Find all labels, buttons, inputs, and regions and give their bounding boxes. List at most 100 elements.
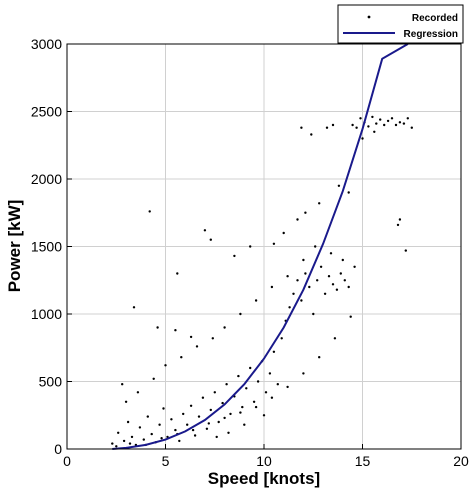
recorded-point — [286, 275, 289, 278]
y-tick-label: 2500 — [31, 104, 62, 120]
recorded-point — [124, 400, 128, 403]
recorded-point — [209, 408, 212, 412]
recorded-point — [239, 312, 242, 316]
recorded-point — [327, 275, 331, 278]
y-tick-label: 3000 — [31, 36, 62, 52]
recorded-point — [310, 133, 313, 136]
recorded-point — [394, 123, 398, 127]
recorded-point — [262, 414, 266, 417]
recorded-point — [351, 123, 354, 127]
recorded-point — [355, 126, 358, 129]
recorded-point — [398, 218, 402, 221]
recorded-point — [111, 442, 114, 445]
recorded-point — [331, 123, 335, 127]
recorded-point — [341, 258, 344, 262]
recorded-point — [302, 258, 305, 262]
recorded-point — [256, 380, 260, 383]
recorded-point — [304, 211, 307, 214]
recorded-point — [217, 420, 220, 424]
recorded-point — [132, 306, 136, 309]
recorded-point — [170, 418, 173, 421]
recorded-point — [142, 438, 145, 441]
recorded-point — [193, 434, 197, 437]
recorded-point — [325, 126, 329, 129]
recorded-point — [174, 329, 177, 332]
recorded-point — [406, 117, 409, 120]
recorded-point — [122, 439, 126, 443]
recorded-point — [215, 435, 218, 439]
recorded-point — [223, 326, 226, 329]
recorded-point — [225, 383, 228, 386]
recorded-point — [390, 117, 394, 120]
recorded-point — [318, 356, 321, 359]
recorded-point — [373, 130, 376, 133]
recorded-point — [300, 299, 303, 302]
recorded-point — [254, 299, 258, 302]
recorded-point — [249, 366, 252, 370]
recorded-point — [272, 350, 276, 353]
recorded-point — [329, 252, 333, 255]
recorded-point — [308, 285, 311, 289]
recorded-point — [205, 427, 209, 430]
recorded-point — [189, 404, 193, 407]
recorded-point — [347, 191, 350, 194]
regression-line — [112, 43, 409, 450]
recorded-point — [148, 210, 151, 213]
recorded-point — [268, 372, 272, 375]
recorded-point — [191, 428, 195, 432]
recorded-point — [209, 238, 212, 241]
recorded-point — [288, 306, 291, 309]
recorded-point — [296, 279, 299, 282]
recorded-point — [182, 412, 185, 416]
legend-recorded-label: Recorded — [412, 13, 458, 24]
recorded-point — [126, 420, 130, 424]
recorded-point — [156, 326, 159, 329]
x-tick-label: 5 — [162, 453, 170, 469]
legend-regression-label: Regression — [404, 29, 458, 40]
recorded-point — [337, 184, 341, 187]
recorded-point — [296, 218, 299, 221]
recorded-point — [186, 423, 189, 426]
recorded-point — [254, 405, 258, 409]
recorded-point — [136, 391, 140, 394]
recorded-point — [383, 123, 386, 127]
x-tick-label: 10 — [256, 453, 272, 469]
recorded-point — [146, 415, 149, 418]
recorded-point — [302, 372, 305, 375]
recorded-point — [241, 405, 244, 409]
recorded-point — [195, 345, 199, 348]
recorded-point — [402, 122, 406, 125]
recorded-point — [239, 411, 242, 414]
recorded-point — [304, 272, 307, 275]
recorded-point — [201, 396, 205, 399]
y-tick-label: 500 — [39, 374, 63, 390]
recorded-point — [331, 283, 335, 286]
recorded-point — [243, 423, 246, 426]
recorded-point — [176, 272, 179, 275]
recorded-point — [280, 337, 283, 340]
recorded-point — [379, 118, 382, 121]
recorded-point — [319, 265, 323, 268]
recorded-point — [174, 428, 177, 432]
recorded-point — [282, 231, 285, 235]
recorded-point — [130, 435, 134, 439]
recorded-point — [410, 126, 413, 129]
recorded-point — [150, 432, 153, 436]
x-tick-label: 20 — [453, 453, 469, 469]
recorded-point — [115, 445, 118, 448]
recorded-point — [203, 229, 207, 232]
recorded-point — [353, 265, 356, 268]
recorded-point — [347, 285, 350, 289]
recorded-point — [164, 364, 167, 367]
recorded-point — [323, 292, 327, 295]
recorded-point — [312, 312, 315, 316]
recorded-point — [339, 272, 342, 275]
recorded-point — [359, 117, 362, 120]
y-tick-label: 2000 — [31, 171, 62, 187]
legend-box — [337, 4, 464, 44]
recorded-point — [121, 383, 124, 386]
recorded-point — [333, 337, 337, 340]
y-tick-label: 0 — [54, 441, 62, 457]
recorded-point — [361, 137, 364, 140]
recorded-point — [178, 439, 181, 443]
